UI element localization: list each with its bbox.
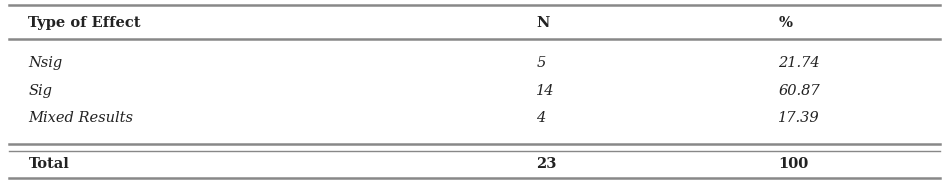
Text: 100: 100 [778,157,809,171]
Text: %: % [778,16,792,30]
Text: Total: Total [28,157,69,171]
Text: 14: 14 [536,84,554,98]
Text: 60.87: 60.87 [778,84,820,98]
Text: N: N [536,16,549,30]
Text: 23: 23 [536,157,556,171]
Text: Sig: Sig [28,84,52,98]
Text: Nsig: Nsig [28,56,63,70]
Text: 5: 5 [536,56,546,70]
Text: Mixed Results: Mixed Results [28,111,134,125]
Text: 21.74: 21.74 [778,56,820,70]
Text: Type of Effect: Type of Effect [28,16,141,30]
Text: 4: 4 [536,111,546,125]
Text: 17.39: 17.39 [778,111,820,125]
